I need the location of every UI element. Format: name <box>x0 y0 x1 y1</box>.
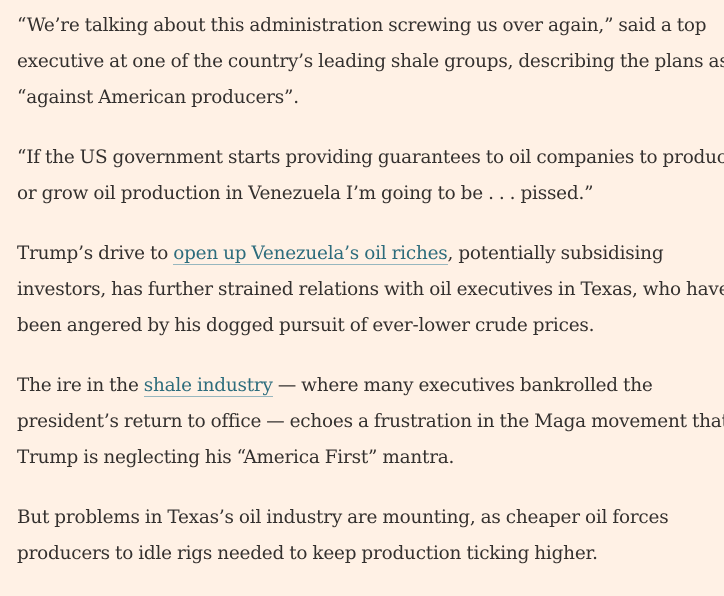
paragraph-line: Trump’s drive to open up Venezuela’s oil… <box>17 236 717 272</box>
paragraph-line: executive at one of the country’s leadin… <box>17 51 724 72</box>
paragraph-1: “We’re talking about this administration… <box>17 8 724 116</box>
paragraph-line: The ire in the shale industry — where ma… <box>17 368 717 404</box>
paragraph-line: investors, has further strained relation… <box>17 279 724 300</box>
venezuela-oil-link[interactable]: open up Venezuela’s oil riches <box>173 243 448 265</box>
paragraph-5: But problems in Texas’s oil industry are… <box>17 500 717 572</box>
shale-industry-link[interactable]: shale industry <box>143 375 273 397</box>
paragraph-line: been angered by his dogged pursuit of ev… <box>17 315 595 336</box>
paragraph-2: “If the US government starts providing g… <box>17 140 724 212</box>
paragraph-text: The ire in the <box>17 375 144 396</box>
paragraph-text: — where many executives bankrolled the <box>272 375 653 396</box>
paragraph-line: “We’re talking about this administration… <box>17 15 707 36</box>
paragraph-line: or grow oil production in Venezuela I’m … <box>17 183 594 204</box>
paragraph-line: producers to idle rigs needed to keep pr… <box>17 543 598 564</box>
paragraph-line: president’s return to office — echoes a … <box>17 411 724 432</box>
article-body: “We’re talking about this administration… <box>17 8 724 596</box>
paragraph-line: Trump is neglecting his “America First” … <box>17 447 455 468</box>
paragraph-text: Trump’s drive to <box>17 243 174 264</box>
paragraph-4: The ire in the shale industry — where ma… <box>17 368 724 476</box>
paragraph-text: , potentially subsidising <box>447 243 664 264</box>
paragraph-line: But problems in Texas’s oil industry are… <box>17 507 669 528</box>
paragraph-line: “against American producers”. <box>17 87 299 108</box>
paragraph-line: “If the US government starts providing g… <box>17 147 724 168</box>
paragraph-3: Trump’s drive to open up Venezuela’s oil… <box>17 236 724 344</box>
